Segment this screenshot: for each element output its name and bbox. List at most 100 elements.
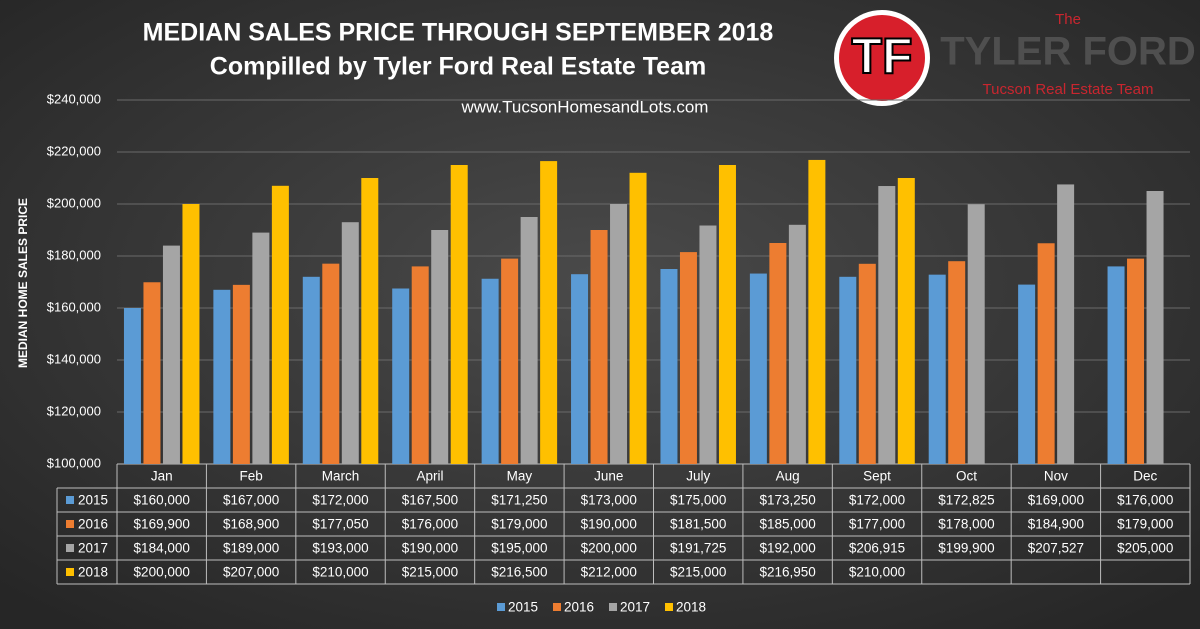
x-tick-label: July <box>686 469 710 484</box>
x-tick-label: May <box>507 469 533 484</box>
legend-key <box>553 603 561 611</box>
data-label: $216,950 <box>759 565 815 580</box>
legend-key <box>665 603 673 611</box>
data-label: $215,000 <box>402 565 458 580</box>
data-label: $172,825 <box>938 493 994 508</box>
data-label: $167,500 <box>402 493 458 508</box>
bar <box>897 178 915 464</box>
data-label: $210,000 <box>849 565 905 580</box>
logo-tagline: Tucson Real Estate Team <box>983 81 1154 98</box>
data-label: $216,500 <box>491 565 547 580</box>
data-label: $200,000 <box>134 565 190 580</box>
bar <box>928 274 946 464</box>
x-tick-label: Feb <box>239 469 262 484</box>
bar <box>143 282 161 464</box>
legend-key <box>609 603 617 611</box>
legend-label: 2015 <box>508 600 538 615</box>
bar <box>699 225 717 464</box>
bar <box>392 288 410 464</box>
bar <box>878 186 896 464</box>
legend-label: 2016 <box>564 600 594 615</box>
data-label: $205,000 <box>1117 541 1173 556</box>
legend-key <box>497 603 505 611</box>
bar <box>1146 191 1164 464</box>
annotation: www.TucsonHomesandLots.com <box>461 97 709 116</box>
y-tick-label: $200,000 <box>47 195 101 210</box>
data-label: $210,000 <box>312 565 368 580</box>
bar <box>788 224 806 464</box>
x-tick-label: Sept <box>863 469 891 484</box>
data-label: $179,000 <box>1117 517 1173 532</box>
legend-key <box>66 544 74 552</box>
legend-key <box>66 496 74 504</box>
legend-key <box>66 568 74 576</box>
bar <box>1127 258 1145 464</box>
data-label: $160,000 <box>134 493 190 508</box>
bar <box>858 263 876 464</box>
y-tick-label: $120,000 <box>47 403 101 418</box>
data-label: $171,250 <box>491 493 547 508</box>
data-label: $167,000 <box>223 493 279 508</box>
legend-key <box>66 520 74 528</box>
bar <box>123 308 141 464</box>
bar <box>450 165 468 464</box>
bar <box>769 243 787 464</box>
x-tick-label: April <box>416 469 443 484</box>
data-label: $195,000 <box>491 541 547 556</box>
bar <box>1018 284 1036 464</box>
bar <box>213 289 231 464</box>
legend-label: 2018 <box>676 600 706 615</box>
data-label: $191,725 <box>670 541 726 556</box>
bar <box>679 252 697 464</box>
bar <box>271 185 289 465</box>
data-label: $176,000 <box>1117 493 1173 508</box>
x-tick-label: Nov <box>1044 469 1068 484</box>
bar <box>967 204 985 464</box>
chart-title: MEDIAN SALES PRICE THROUGH SEPTEMBER 201… <box>143 19 774 47</box>
x-tick-label: Jan <box>151 469 173 484</box>
bar <box>361 178 379 464</box>
bar <box>629 172 647 465</box>
logo-mark: TF <box>851 28 912 84</box>
bar <box>252 232 270 464</box>
data-label: $173,000 <box>581 493 637 508</box>
data-label: $215,000 <box>670 565 726 580</box>
bar <box>481 278 499 464</box>
legend-label: 2017 <box>78 541 108 556</box>
data-label: $172,000 <box>849 493 905 508</box>
bar <box>749 273 767 464</box>
legend-label: 2015 <box>78 493 108 508</box>
bar <box>718 165 736 464</box>
data-label: $176,000 <box>402 517 458 532</box>
data-label: $175,000 <box>670 493 726 508</box>
bar <box>302 276 320 464</box>
data-label: $177,000 <box>849 517 905 532</box>
x-tick-label: March <box>322 469 360 484</box>
bar <box>808 159 826 464</box>
y-tick-label: $220,000 <box>47 143 101 158</box>
bar <box>322 263 340 464</box>
data-label: $177,050 <box>312 517 368 532</box>
data-label: $178,000 <box>938 517 994 532</box>
logo-circle <box>839 15 925 101</box>
bar <box>1107 266 1125 464</box>
bar <box>660 269 678 464</box>
bar <box>431 230 449 464</box>
x-tick-label: June <box>594 469 623 484</box>
y-tick-label: $180,000 <box>47 247 101 262</box>
y-tick-label: $100,000 <box>47 455 101 470</box>
y-tick-label: $240,000 <box>47 91 101 106</box>
x-tick-label: Dec <box>1133 469 1157 484</box>
x-tick-label: Aug <box>776 469 800 484</box>
legend-label: 2017 <box>620 600 650 615</box>
data-label: $185,000 <box>759 517 815 532</box>
data-label: $199,900 <box>938 541 994 556</box>
logo-name: TYLER FORD <box>940 30 1196 74</box>
bar <box>520 217 538 464</box>
data-label: $173,250 <box>759 493 815 508</box>
bar <box>232 284 250 464</box>
y-tick-label: $160,000 <box>47 299 101 314</box>
legend-label: 2018 <box>78 565 108 580</box>
logo-small: The <box>1055 11 1081 28</box>
bar <box>501 258 519 464</box>
